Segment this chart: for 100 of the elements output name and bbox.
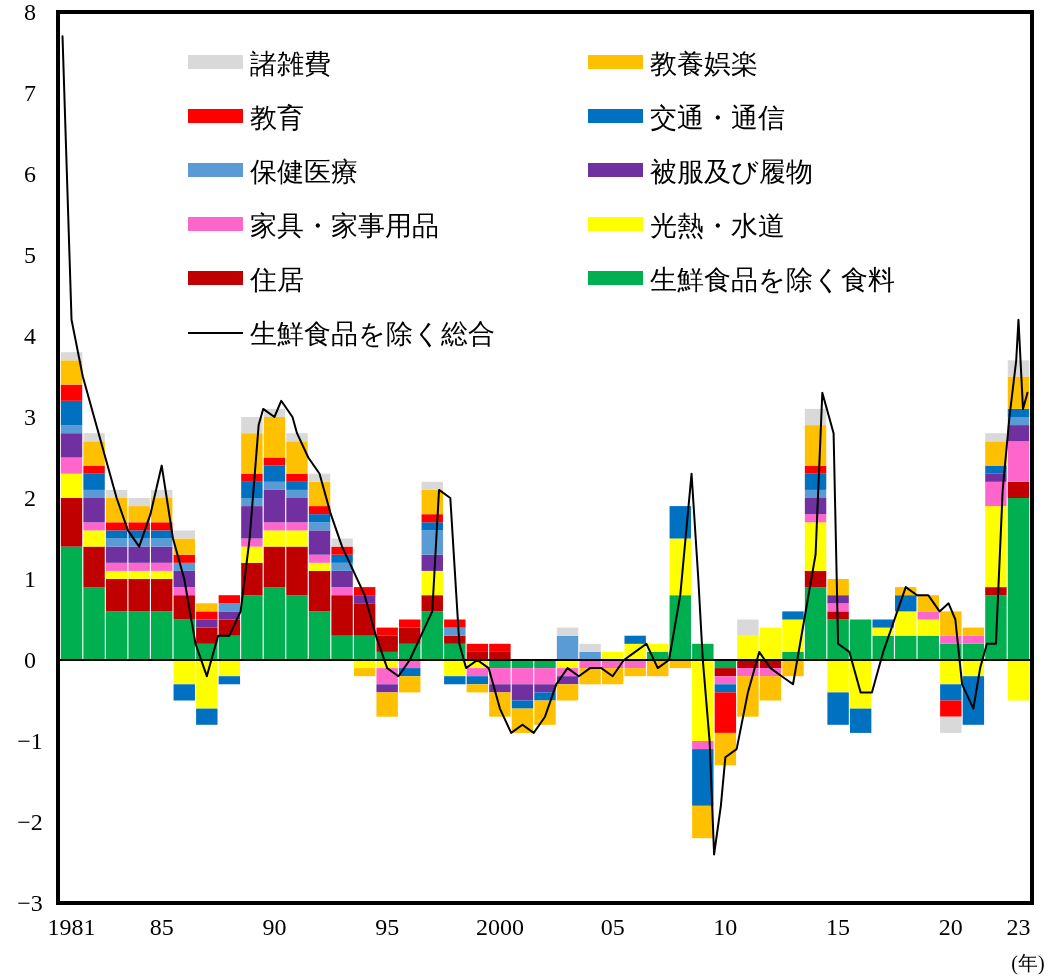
- x-axis-title: (年): [1011, 952, 1045, 975]
- bar: [60, 473, 83, 498]
- bar: [985, 473, 1007, 482]
- bar: [218, 676, 241, 685]
- bar: [714, 692, 737, 733]
- y-tick-label: −1: [17, 728, 43, 754]
- bar: [218, 603, 241, 612]
- bar: [196, 603, 218, 612]
- bar: [263, 465, 286, 482]
- bar: [692, 805, 714, 839]
- bar: [83, 441, 105, 466]
- bar: [60, 498, 83, 547]
- legend-label: 被服及び履物: [650, 156, 813, 187]
- bar: [692, 660, 714, 741]
- bar: [308, 562, 331, 571]
- bar: [331, 587, 353, 596]
- bar: [917, 619, 939, 636]
- legend-label: 住居: [249, 264, 304, 295]
- bar: [376, 627, 398, 636]
- y-tick-label: −3: [17, 890, 43, 916]
- x-tick-label: 20: [938, 914, 963, 940]
- bar: [421, 481, 443, 490]
- x-tick-label: 95: [375, 914, 400, 940]
- bar: [444, 635, 466, 644]
- bar: [714, 732, 737, 766]
- legend-label: 家具・家事用品: [250, 210, 439, 241]
- bar: [83, 489, 105, 498]
- bar: [241, 481, 263, 498]
- bar: [534, 692, 556, 701]
- x-tick-label: 2000: [475, 914, 524, 940]
- bar: [60, 360, 83, 385]
- bar: [692, 741, 714, 750]
- bar: [353, 668, 376, 677]
- y-tick-label: 6: [24, 161, 36, 187]
- bar: [827, 579, 849, 596]
- bar: [737, 619, 759, 636]
- bar: [196, 611, 218, 620]
- x-tick-label: 15: [826, 914, 851, 940]
- bar: [308, 506, 331, 515]
- bar: [399, 676, 421, 693]
- y-tick-label: 3: [24, 404, 36, 430]
- bar: [985, 441, 1007, 466]
- bar: [827, 603, 849, 612]
- x-tick-label: 90: [262, 914, 287, 940]
- bar: [308, 514, 331, 523]
- bar: [1007, 425, 1030, 442]
- bar: [241, 473, 263, 482]
- bar: [83, 522, 105, 531]
- bar: [83, 473, 105, 490]
- bar: [827, 611, 849, 620]
- bar: [196, 708, 218, 725]
- bar: [624, 635, 646, 644]
- bar: [286, 473, 308, 482]
- bar: [376, 684, 398, 693]
- bar: [60, 433, 83, 458]
- bar: [331, 538, 353, 547]
- bar: [714, 668, 737, 677]
- x-tick-label: 85: [149, 914, 174, 940]
- bar: [940, 716, 962, 733]
- bar: [376, 668, 398, 685]
- bar: [985, 433, 1007, 442]
- bar: [669, 506, 691, 539]
- bar: [263, 457, 286, 466]
- bar: [331, 562, 353, 571]
- bar: [692, 749, 714, 806]
- bar: [60, 457, 83, 474]
- bar: [218, 611, 241, 620]
- legend-label: 生鮮食品を除く食料: [650, 264, 895, 295]
- y-tick-label: 0: [24, 647, 36, 673]
- y-tick-label: 1: [24, 566, 36, 592]
- x-tick-label: 05: [600, 914, 625, 940]
- bar: [60, 384, 83, 401]
- bar: [1007, 660, 1030, 701]
- bar: [263, 481, 286, 490]
- bar: [241, 546, 263, 563]
- bar: [218, 595, 241, 604]
- bar: [466, 684, 489, 693]
- bar: [83, 465, 105, 474]
- y-tick-label: 4: [24, 323, 36, 349]
- bar: [173, 684, 195, 701]
- legend-label: 諸雑費: [250, 48, 331, 79]
- bar: [83, 498, 105, 523]
- bar: [331, 570, 353, 588]
- y-tick-label: 2: [24, 485, 36, 511]
- bar: [985, 587, 1007, 596]
- bar: [917, 611, 939, 620]
- bar: [444, 619, 466, 628]
- bar: [128, 498, 150, 507]
- bar: [173, 530, 195, 539]
- y-tick-label: 8: [24, 0, 36, 25]
- bar: [1007, 481, 1030, 498]
- bar: [985, 465, 1007, 474]
- bar: [827, 595, 849, 604]
- y-tick-label: −2: [17, 809, 43, 835]
- bar: [308, 554, 331, 563]
- bar: [421, 530, 443, 555]
- bar: [308, 530, 331, 555]
- bar: [556, 684, 579, 701]
- bar: [241, 538, 263, 547]
- bar: [782, 611, 804, 620]
